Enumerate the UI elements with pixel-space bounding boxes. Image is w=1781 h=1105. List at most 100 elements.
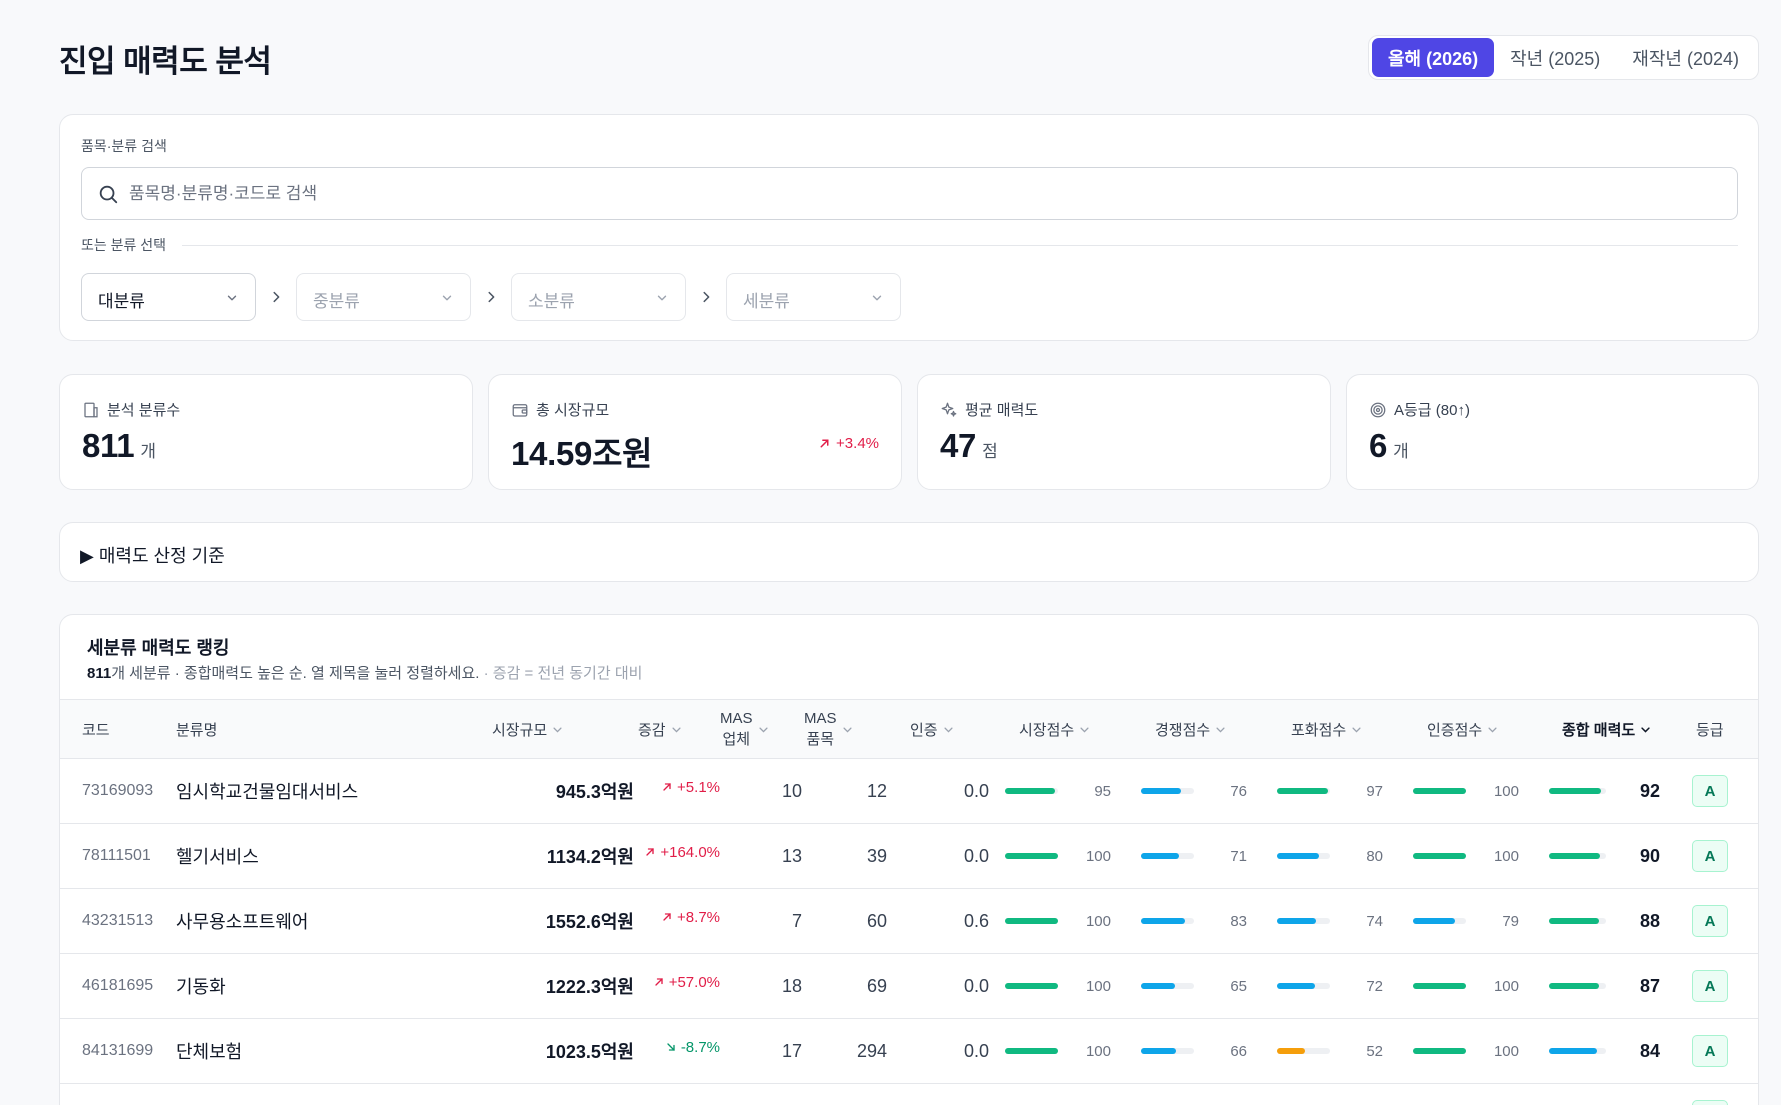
row-code: 46181695 (82, 977, 154, 994)
score-bar-track (1141, 918, 1194, 924)
row-change: -8.7% (665, 1015, 720, 1079)
table-row[interactable] (60, 1084, 1758, 1105)
detail-category-label: 세분류 (743, 292, 790, 311)
stat-label: 총 시장규모 (536, 402, 610, 419)
col-saturation-score[interactable]: 포화점수 (1291, 700, 1362, 758)
year-tab-2025[interactable]: 작년 (2025) (1510, 48, 1601, 69)
row-change-value: -8.7% (680, 1038, 720, 1056)
row-mas-firms: 7 (791, 910, 802, 931)
minor-category-select[interactable]: 소분류 (511, 273, 686, 321)
score-value-competition: 65 (1230, 977, 1247, 995)
major-category-select[interactable]: 대분류 (81, 273, 256, 321)
score-bar-competition (1141, 824, 1194, 888)
table-row[interactable]: 46181695 기동화 1222.3억원 +57.0% 18 69 0.0 100 65 72 1… (60, 954, 1758, 1019)
grade-badge: A (1692, 970, 1728, 1002)
year-tab-2026[interactable]: 올해 (2026) (1371, 38, 1495, 77)
chevron-down-icon (872, 295, 882, 301)
row-mas-items: 60 (866, 910, 887, 931)
row-cert: 0.0 (963, 1040, 989, 1061)
ranking-note: · 증감 = 전년 동기간 대비 (479, 665, 643, 682)
arrow-up-right-icon (655, 978, 663, 986)
arrow-down-right-icon (667, 1043, 675, 1051)
col-cert[interactable]: 인증 (910, 700, 954, 758)
row-name: 헬기서비스 (176, 847, 259, 867)
table-row[interactable]: 43231513 사무용소프트웨어 1552.6억원 +8.7% 7 60 0.6 100 83… (60, 889, 1758, 954)
middle-category-select[interactable]: 중분류 (296, 273, 471, 321)
search-input[interactable] (129, 168, 1709, 219)
score-value-market: 100 (1085, 847, 1111, 865)
col-cert-score[interactable]: 인증점수 (1427, 700, 1498, 758)
score-bar-fill (1413, 853, 1466, 859)
row-cert: 0.0 (963, 845, 989, 866)
page-title: 진입 매력도 분석 (59, 44, 272, 79)
score-value-competition: 83 (1230, 912, 1247, 930)
col-size[interactable]: 시장규모 (492, 700, 563, 758)
row-mas-firms: 18 (781, 975, 802, 996)
table-row[interactable]: 84131699 단체보험 1023.5억원 -8.7% 17 294 0.0 100 66 52… (60, 1019, 1758, 1084)
arrow-up-right-icon (663, 913, 671, 921)
score-bar-fill (1549, 918, 1600, 924)
col-mas-items[interactable]: MAS 품목 (804, 700, 853, 758)
score-bar-total (1549, 954, 1606, 1018)
criteria-toggle[interactable]: ▶ 매력도 산정 기준 (59, 522, 1759, 582)
row-mas-firms: 17 (781, 1040, 802, 1061)
score-bar-fill (1277, 1048, 1305, 1054)
row-change-value: +57.0% (668, 973, 720, 991)
arrow-up-right-icon (820, 439, 829, 448)
col-mas-firms[interactable]: MAS 업체 (720, 700, 769, 758)
col-competition-score[interactable]: 경쟁점수 (1155, 700, 1226, 758)
score-bar-fill (1413, 788, 1466, 794)
score-bar-fill (1141, 1048, 1176, 1054)
search-box[interactable] (81, 167, 1738, 220)
score-bar-track (1277, 918, 1330, 924)
chevron-right-icon (686, 273, 726, 321)
sparkle-icon (941, 402, 957, 417)
score-value-saturation: 52 (1366, 1042, 1383, 1060)
score-bar-track (1141, 1048, 1194, 1054)
row-change-value: +164.0% (660, 843, 720, 861)
chevron-right-icon (256, 273, 296, 321)
row-market-size: 1134.2억원 (546, 847, 634, 867)
stat-label: 평균 매력도 (965, 402, 1039, 419)
score-bar-track (1005, 1048, 1058, 1054)
score-bar-track (1141, 788, 1194, 794)
score-bar-competition (1141, 889, 1194, 953)
year-tab-2024[interactable]: 재작년 (2024) (1632, 48, 1739, 69)
col-total[interactable]: 종합 매력도 (1562, 700, 1651, 758)
score-bar-track (1549, 853, 1606, 859)
col-market-score[interactable]: 시장점수 (1019, 700, 1090, 758)
grade-badge: A (1692, 905, 1728, 937)
score-bar-competition (1141, 954, 1194, 1018)
chevron-down-icon (227, 295, 237, 301)
chevron-down-icon (657, 295, 667, 301)
detail-category-select[interactable]: 세분류 (726, 273, 901, 321)
stat-value: 811 (82, 427, 135, 464)
header: 진입 매력도 분석 올해 (2026) 작년 (2025) 재작년 (2024) (59, 35, 1759, 82)
stat-label: 분석 분류수 (107, 402, 181, 419)
score-bar-fill (1413, 1048, 1466, 1054)
sort-chevron-icon (672, 727, 681, 732)
row-code: 73169093 (82, 782, 154, 799)
score-bar-track (1005, 788, 1058, 794)
middle-category-label: 중분류 (313, 292, 360, 311)
score-bar-fill (1141, 853, 1179, 859)
score-bar-fill (1549, 788, 1602, 794)
table-row[interactable]: 73169093 임시학교건물임대서비스 945.3억원 +5.1% 10 12 0.0 95… (60, 759, 1758, 824)
score-bar-fill (1277, 788, 1329, 794)
score-bar-track (1549, 983, 1606, 989)
row-mas-items: 294 (856, 1040, 887, 1061)
score-bar-track (1141, 983, 1194, 989)
row-name: 단체보험 (176, 1042, 243, 1062)
score-bar-fill (1005, 853, 1058, 859)
table-row[interactable]: 78111501 헬기서비스 1134.2억원 +164.0% 13 39 0.0 100 71… (60, 824, 1758, 889)
grade-badge: A (1692, 775, 1728, 807)
row-mas-items: 39 (866, 845, 887, 866)
score-bar-fill (1277, 853, 1320, 859)
score-bar-total (1549, 759, 1606, 823)
ranking-card: 세분류 매력도 랭킹 811개 세분류 · 종합매력도 높은 순. 열 제목을 … (59, 614, 1759, 1105)
row-mas-items: 69 (866, 975, 887, 996)
col-change[interactable]: 증감 (638, 700, 682, 758)
row-code: 43231513 (82, 912, 154, 929)
score-bar-track (1413, 788, 1466, 794)
score-bar-market (1005, 1019, 1058, 1083)
